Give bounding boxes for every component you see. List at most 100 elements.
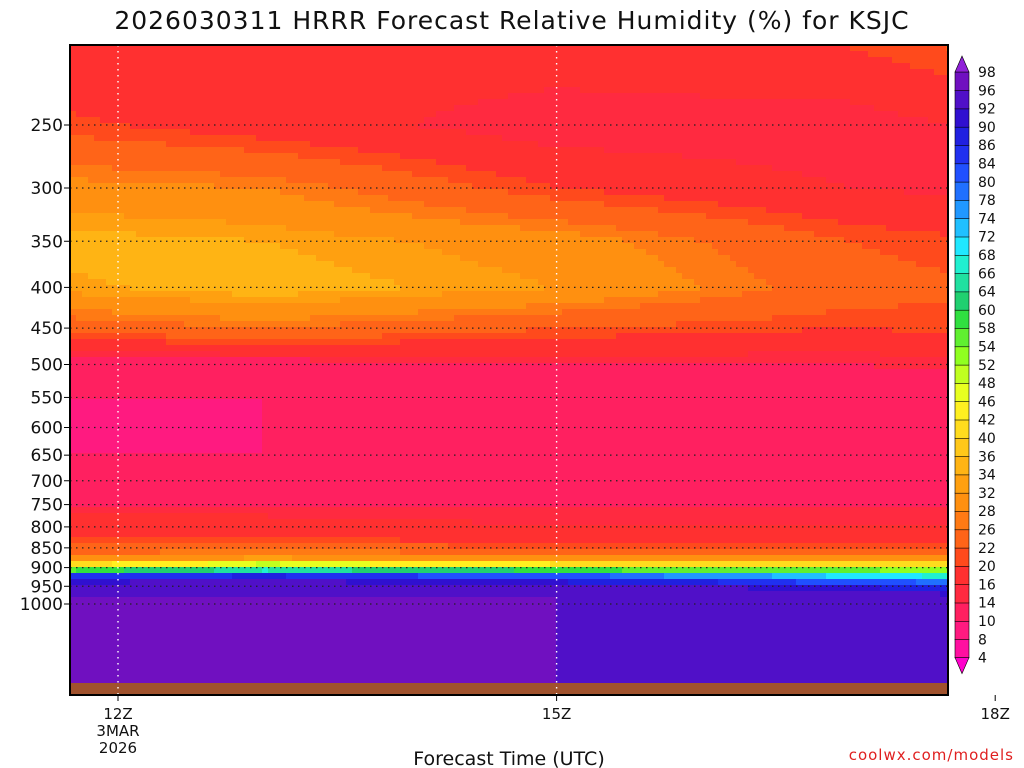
rh-cell (688, 189, 695, 196)
rh-cell (610, 129, 617, 136)
rh-cell (598, 57, 605, 64)
rh-cell (316, 135, 323, 142)
rh-cell (250, 171, 257, 178)
rh-cell (484, 63, 491, 70)
rh-cell (934, 45, 941, 52)
rh-cell (760, 63, 767, 70)
rh-cell (808, 105, 815, 112)
rh-cell (658, 237, 665, 244)
rh-cell (784, 219, 791, 226)
rh-cell (346, 87, 353, 94)
rh-cell (400, 237, 407, 244)
rh-cell (550, 99, 557, 106)
rh-cell (682, 231, 689, 238)
rh-cell (394, 87, 401, 94)
rh-cell (724, 129, 731, 136)
rh-cell (928, 141, 935, 148)
rh-cell (802, 129, 809, 136)
rh-cell (94, 147, 101, 154)
rh-cell (358, 105, 365, 112)
rh-cell (136, 129, 143, 136)
rh-cell (448, 237, 455, 244)
rh-cell (262, 165, 269, 172)
rh-cell (580, 219, 587, 226)
rh-cell (334, 63, 341, 70)
rh-cell (898, 51, 905, 58)
rh-cell (274, 123, 281, 130)
rh-cell (658, 117, 665, 124)
rh-cell (508, 135, 515, 142)
rh-cell (610, 171, 617, 178)
rh-cell (496, 63, 503, 70)
rh-cell (886, 213, 893, 220)
rh-cell (628, 63, 635, 70)
rh-cell (190, 147, 197, 154)
rh-cell (454, 81, 461, 88)
rh-cell (886, 111, 893, 118)
rh-cell (874, 57, 881, 64)
rh-cell (166, 159, 173, 166)
rh-cell (736, 147, 743, 154)
rh-cell (316, 237, 323, 244)
rh-cell (886, 87, 893, 94)
rh-cell (226, 75, 233, 82)
rh-cell (340, 141, 347, 148)
rh-cell (520, 207, 527, 214)
rh-cell (130, 57, 137, 64)
rh-cell (334, 225, 341, 232)
rh-cell (286, 201, 293, 208)
rh-cell (580, 57, 587, 64)
rh-cell (112, 147, 119, 154)
rh-cell (730, 225, 737, 232)
rh-cell (526, 219, 533, 226)
rh-cell (118, 69, 125, 76)
rh-cell (604, 69, 611, 76)
rh-cell (712, 225, 719, 232)
rh-cell (766, 57, 773, 64)
rh-cell (634, 117, 641, 124)
rh-cell (916, 81, 923, 88)
rh-cell (616, 69, 623, 76)
rh-cell (676, 213, 683, 220)
rh-cell (754, 87, 761, 94)
rh-cell (874, 225, 881, 232)
rh-cell (322, 135, 329, 142)
rh-cell (808, 45, 815, 52)
rh-cell (382, 207, 389, 214)
rh-cell (136, 69, 143, 76)
rh-cell (778, 201, 785, 208)
rh-cell (484, 183, 491, 190)
rh-cell (574, 45, 581, 52)
rh-cell (400, 213, 407, 220)
rh-cell (592, 219, 599, 226)
rh-cell (820, 75, 827, 82)
rh-cell (544, 153, 551, 160)
rh-cell (406, 225, 413, 232)
rh-cell (760, 93, 767, 100)
rh-cell (850, 231, 857, 238)
rh-cell (202, 81, 209, 88)
rh-cell (754, 63, 761, 70)
rh-cell (688, 243, 695, 250)
rh-cell (730, 147, 737, 154)
rh-cell (208, 81, 215, 88)
rh-cell (118, 105, 125, 112)
rh-cell (682, 171, 689, 178)
rh-cell (616, 99, 623, 106)
rh-cell (124, 45, 131, 52)
rh-cell (910, 111, 917, 118)
rh-cell (652, 195, 659, 202)
rh-cell (130, 69, 137, 76)
rh-cell (574, 195, 581, 202)
rh-cell (490, 159, 497, 166)
rh-cell (562, 201, 569, 208)
rh-cell (268, 201, 275, 208)
rh-cell (826, 225, 833, 232)
rh-cell (880, 57, 887, 64)
rh-cell (892, 195, 899, 202)
rh-cell (910, 63, 917, 70)
rh-cell (460, 105, 467, 112)
rh-cell (346, 159, 353, 166)
rh-cell (346, 213, 353, 220)
rh-cell (178, 237, 185, 244)
